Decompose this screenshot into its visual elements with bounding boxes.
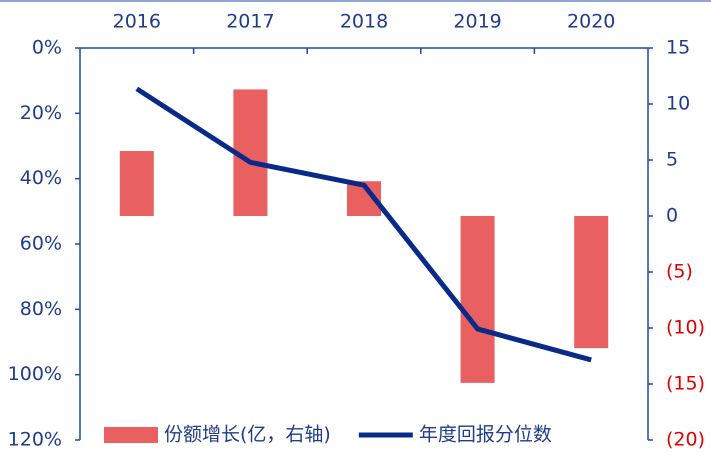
- y-tick-label: 100%: [8, 363, 62, 385]
- legend-swatch: [104, 427, 158, 443]
- y2-tick-label: 0: [666, 205, 678, 227]
- x-tick-label: 2017: [226, 11, 274, 33]
- legend-label: 份额增长(亿，右轴): [164, 424, 331, 446]
- y-tick-label: 20%: [20, 102, 62, 124]
- bar: [460, 216, 495, 383]
- bar: [574, 216, 609, 349]
- line-series: [135, 86, 592, 363]
- y2-tick-label: 5: [666, 149, 678, 171]
- x-tick-label: 2020: [567, 11, 615, 33]
- x-tick-label: 2019: [453, 11, 501, 33]
- y-tick-label: 40%: [20, 167, 62, 189]
- x-tick-label: 2018: [340, 11, 388, 33]
- y2-tick-label: (20): [666, 429, 705, 451]
- y-tick-label: 80%: [20, 298, 62, 320]
- y-tick-label: 0%: [32, 37, 62, 59]
- y2-tick-label: (10): [666, 317, 705, 339]
- y2-tick-label: 15: [666, 37, 690, 59]
- y-tick-label: 60%: [20, 233, 62, 255]
- bar: [119, 151, 154, 216]
- y2-tick-label: (5): [666, 261, 693, 283]
- y2-tick-label: (15): [666, 373, 705, 395]
- legend-label: 年度回报分位数: [419, 424, 552, 446]
- x-tick-label: 2016: [113, 11, 161, 33]
- y2-tick-label: 10: [666, 93, 690, 115]
- y-tick-label: 120%: [8, 429, 62, 451]
